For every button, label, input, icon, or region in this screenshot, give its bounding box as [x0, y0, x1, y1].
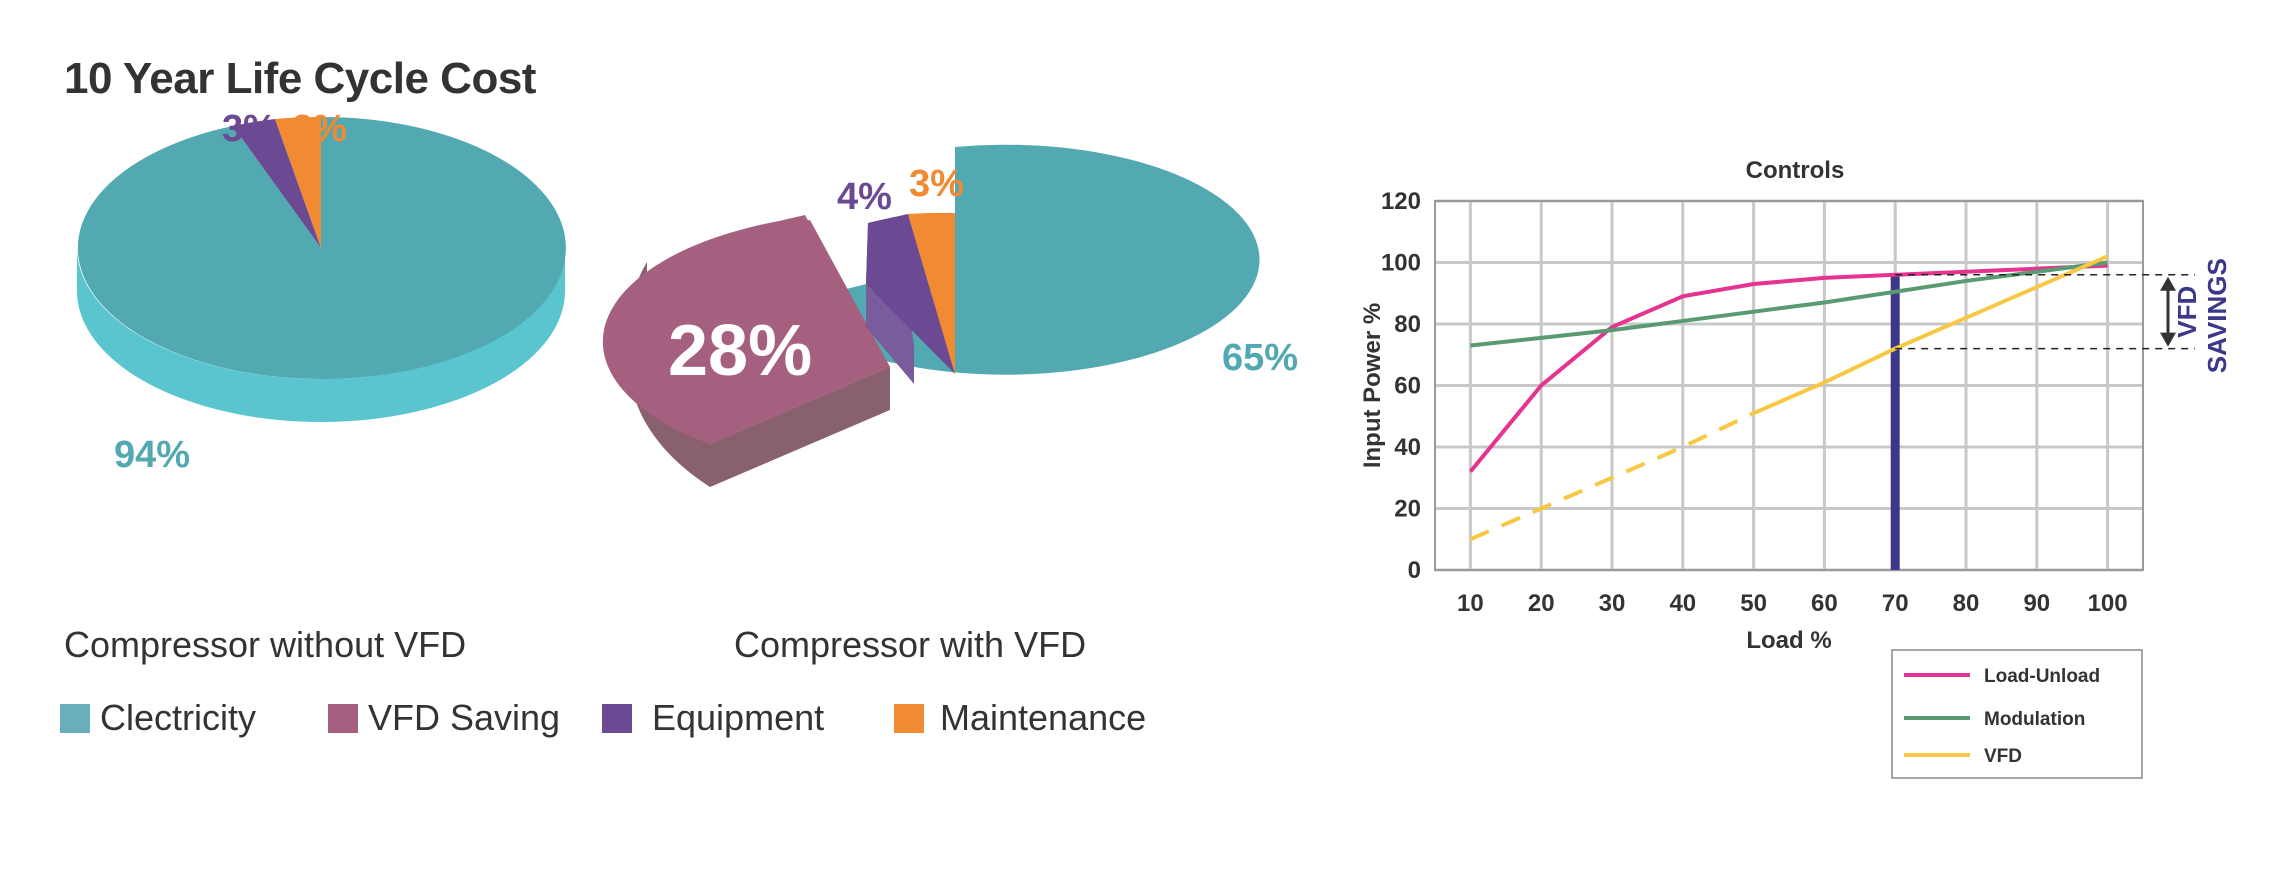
legend-swatch-vfd-saving [328, 704, 358, 733]
y-tick-label-60: 60 [1394, 373, 1421, 400]
pie1-label-maintenance: 3% [292, 108, 347, 150]
pie-with-vfd: 65% 28% 4% 3% [602, 144, 1298, 487]
pie2-label-maintenance: 3% [909, 163, 964, 205]
pie2-label-vfd-saving: 28% [668, 311, 812, 391]
x-tick-label-50: 50 [1740, 590, 1767, 617]
series-vfd [1752, 254, 2109, 416]
savings-label-vfd: VFD [2172, 286, 2202, 338]
y-tick-label-20: 20 [1394, 496, 1421, 523]
legend-swatch-clectricity [60, 704, 90, 733]
x-tick-label-30: 30 [1599, 590, 1626, 617]
y-tick-label-40: 40 [1394, 434, 1421, 461]
pie2-label-equipment: 4% [837, 176, 892, 218]
pie1-equipment-slice [233, 119, 321, 248]
pie1-clectricity-side [77, 248, 565, 422]
x-tick-label-60: 60 [1811, 590, 1838, 617]
x-axis-label: Load % [1746, 627, 1831, 654]
pie2-maintenance-top [908, 212, 955, 374]
pie1-label-equipment: 3% [222, 108, 277, 150]
pie1-caption: Compressor without VFD [64, 624, 467, 665]
x-tick-label-20: 20 [1528, 590, 1555, 617]
x-tick-label-70: 70 [1882, 590, 1909, 617]
pie1-maintenance-slice [275, 116, 321, 248]
pie1-clectricity-top [77, 116, 566, 379]
x-tick-label-90: 90 [2023, 590, 2050, 617]
page-title: 10 Year Life Cycle Cost [64, 54, 536, 103]
chart-title: Controls [1746, 157, 1845, 184]
line-legend-label-modulation: Modulation [1984, 709, 2085, 730]
savings-arrow-head-down [2160, 332, 2176, 347]
pie2-label-clectricity: 65% [1222, 337, 1298, 379]
legend-swatch-maintenance [894, 704, 924, 733]
pie-charts: 94% 3% 3% 65% 28% 4% 3% [77, 108, 1298, 487]
pie2-equipment-side [866, 284, 914, 384]
x-tick-label-80: 80 [1953, 590, 1980, 617]
y-tick-label-0: 0 [1408, 557, 1421, 584]
legend-label-vfd-saving: VFD Saving [368, 697, 561, 738]
x-tick-label-10: 10 [1457, 590, 1484, 617]
legend-label-equipment: Equipment [652, 697, 825, 738]
pie2-vfd-side [629, 262, 890, 487]
line-legend-label-load-unload: Load-Unload [1984, 666, 2100, 687]
legend-label-maintenance: Maintenance [940, 697, 1147, 738]
pie2-vfd-top [602, 215, 890, 444]
y-tick-label-100: 100 [1381, 250, 1421, 277]
pie2-equipment-top [866, 214, 955, 374]
x-tick-label-100: 100 [2088, 590, 2128, 617]
savings-arrow-head-up [2160, 276, 2176, 291]
series-load-unload [1468, 263, 2108, 473]
pie-without-vfd: 94% 3% 3% [77, 108, 566, 476]
series-vfd-dashed [1469, 411, 1755, 542]
legend-swatch-equipment [602, 704, 632, 733]
pie1-label-clectricity: 94% [114, 434, 190, 476]
pie2-caption: Compressor with VFD [734, 624, 1087, 665]
y-tick-label-80: 80 [1394, 311, 1421, 338]
y-axis-label: Input Power % [1359, 303, 1386, 468]
plot-frame [1434, 200, 2144, 571]
line-legend-label-vfd: VFD [1984, 746, 2022, 767]
legend-label-clectricity: Clectricity [100, 697, 257, 738]
series-modulation [1470, 260, 2108, 348]
savings-label-savings: SAVINGS [2202, 258, 2232, 373]
y-tick-label-120: 120 [1381, 188, 1421, 215]
x-tick-label-40: 40 [1669, 590, 1696, 617]
